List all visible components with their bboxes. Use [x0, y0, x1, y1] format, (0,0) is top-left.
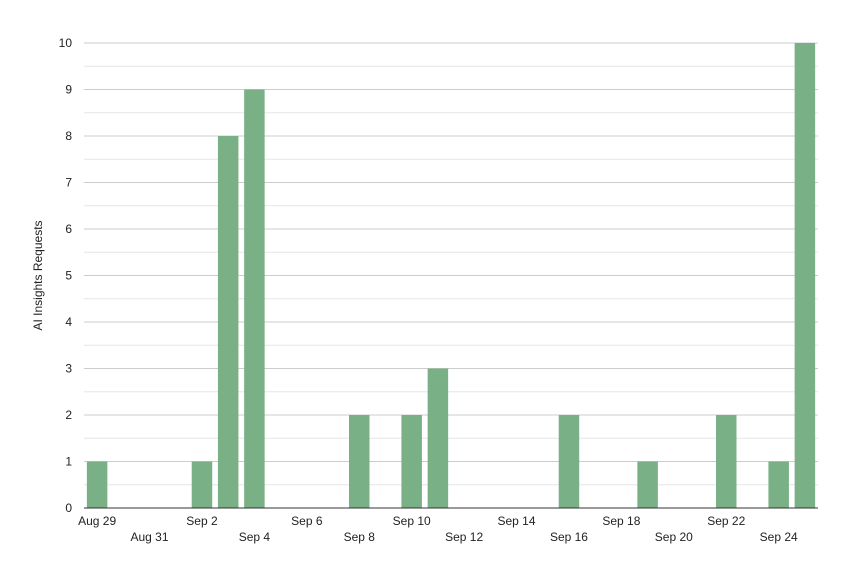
- bar: [558, 415, 580, 508]
- y-tick-label: 10: [59, 36, 73, 50]
- x-tick-label: Aug 31: [131, 530, 169, 544]
- bar: [191, 461, 213, 508]
- x-tick-label: Sep 2: [186, 514, 218, 528]
- y-tick-label: 6: [65, 222, 72, 236]
- y-tick-label: 7: [65, 176, 72, 190]
- x-tick-label: Sep 24: [760, 530, 798, 544]
- y-tick-label: 1: [65, 455, 72, 469]
- bar: [427, 368, 449, 508]
- bars: [86, 43, 816, 508]
- x-tick-label: Aug 29: [78, 514, 116, 528]
- gridlines: [84, 42, 818, 509]
- y-tick-label: 4: [65, 315, 72, 329]
- x-tick-label: Sep 18: [602, 514, 640, 528]
- x-tick-label: Sep 12: [445, 530, 483, 544]
- y-tick-label: 9: [65, 83, 72, 97]
- bar: [401, 415, 422, 508]
- y-axis-title: AI Insights Requests: [31, 220, 45, 330]
- y-tick-label: 3: [65, 362, 72, 376]
- y-axis-ticks: 0 1 2 3 4 5 6 7 8 9 10: [59, 36, 73, 515]
- x-tick-label: Sep 6: [291, 514, 323, 528]
- x-tick-label: Sep 10: [393, 514, 431, 528]
- x-tick-label: Sep 20: [655, 530, 693, 544]
- x-tick-label: Sep 4: [239, 530, 271, 544]
- y-tick-label: 0: [65, 501, 72, 515]
- y-tick-label: 8: [65, 129, 72, 143]
- bar: [349, 415, 370, 508]
- bar: [794, 43, 816, 508]
- bar: [768, 461, 789, 508]
- bar: [244, 89, 265, 508]
- bar: [86, 461, 108, 508]
- y-tick-label: 2: [65, 408, 72, 422]
- x-tick-label: Sep 16: [550, 530, 588, 544]
- x-tick-label: Sep 14: [498, 514, 536, 528]
- bar: [716, 415, 737, 508]
- x-tick-label: Sep 22: [707, 514, 745, 528]
- bar: [217, 136, 239, 508]
- y-tick-label: 5: [65, 269, 72, 283]
- x-axis-ticks: Aug 29 Aug 31 Sep 2 Sep 4 Sep 6 Sep 8 Sep 10 Se…: [78, 514, 798, 544]
- bar: [637, 461, 658, 508]
- x-tick-label: Sep 8: [344, 530, 376, 544]
